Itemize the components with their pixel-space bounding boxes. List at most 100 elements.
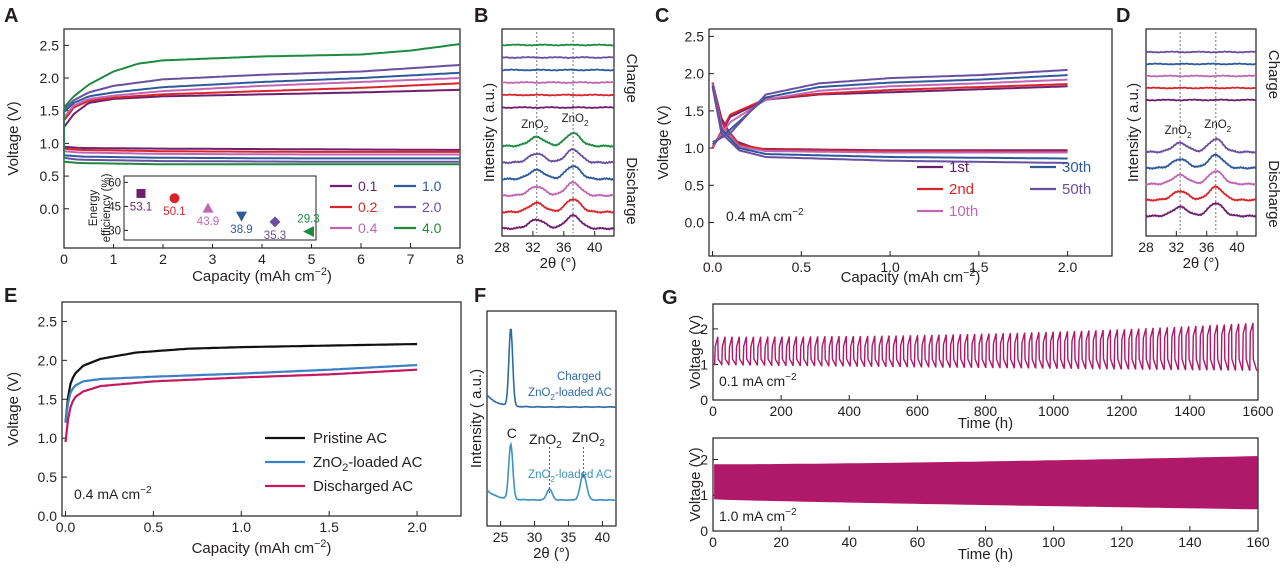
panel-label-a: A	[4, 5, 18, 27]
x-tick-label: 0.0	[56, 519, 76, 535]
x-tick-label: 1.0	[232, 519, 252, 535]
x-tick-label: 1400	[1174, 403, 1205, 419]
panel-g-bottom: 0 20 40 60 80 100 120 140 160 0 1 2 Time (h) Voltage …	[687, 437, 1270, 563]
x-tick-label: 0	[709, 403, 717, 419]
discharge-curve-2.0	[63, 156, 460, 163]
charge-trace	[1145, 50, 1257, 54]
discharge-trace	[1145, 137, 1257, 154]
discharge-curve-50th	[711, 86, 1068, 164]
y-axis-label: Voltage (V)	[687, 447, 704, 521]
inset-y-tick-label: 45	[108, 201, 121, 213]
side-label-charge: Charge	[623, 54, 640, 103]
x-tick-label: 40	[587, 239, 603, 255]
y-tick-label: 1.5	[685, 103, 705, 119]
x-tick-label: 28	[494, 239, 510, 255]
y-tick-label: 0.0	[40, 201, 60, 217]
x-tick-label: 1.5	[969, 259, 989, 275]
x-tick-label: 400	[838, 403, 862, 419]
inset-y-label: Energy	[88, 190, 100, 227]
y-axis-label: Intensity ( a.u.)	[481, 83, 498, 182]
series-label-zno2-loaded: ZnO2​-loaded AC	[528, 469, 612, 484]
inset-marker-diamond	[269, 216, 281, 228]
legend-label-4.0: 4.0	[422, 220, 442, 236]
panel-b: 28 32 36 40 2θ (°) Intensity ( a.u.) ZnO2​ ZnO2…	[481, 28, 640, 272]
x-axis-label: 2θ (°)	[533, 545, 570, 562]
discharge-trace	[1145, 169, 1256, 186]
x-axis-label: 2θ (°)	[1183, 255, 1220, 272]
x-tick-label: 40	[841, 534, 857, 550]
x-tick-label: 32	[525, 239, 541, 255]
x-tick-label: 40	[1229, 239, 1245, 255]
x-tick-label: 140	[1178, 534, 1202, 550]
x-axis-label: Time (h)	[958, 415, 1013, 432]
x-tick-label: 32	[1169, 239, 1185, 255]
y-axis-label: Intensity ( a.u.)	[1125, 83, 1142, 182]
peak-label: ZnO2​	[1165, 125, 1192, 140]
x-tick-label: 8	[456, 251, 464, 267]
x-tick-label: 80	[978, 534, 994, 550]
x-axis-label: Capacity (mAh cm−2​)	[841, 267, 981, 286]
inset-background	[88, 172, 320, 244]
legend-label-0.1: 0.1	[358, 178, 378, 194]
charge-curve-0.1	[63, 88, 461, 128]
y-tick-label: 2	[700, 321, 708, 337]
discharge-trace	[1145, 185, 1257, 202]
plot-frame	[61, 301, 462, 517]
charge-curve-50th	[712, 68, 1068, 143]
x-tick-label: 0.5	[792, 259, 812, 275]
x-tick-label: 2.0	[407, 519, 427, 535]
plot-frame	[486, 310, 617, 527]
discharge-trace	[501, 213, 615, 231]
x-tick-label: 5	[308, 251, 316, 267]
rate-annotation: 0.4 mA cm−2​	[726, 207, 804, 224]
inset-value-label: 38.9	[230, 224, 252, 236]
x-tick-label: 0.0	[703, 259, 723, 275]
y-axis-label: Voltage (V)	[5, 372, 22, 446]
x-tick-label: 0.5	[144, 519, 164, 535]
plot-frame	[501, 28, 615, 237]
inset-value-label: 29.3	[297, 214, 319, 226]
x-tick-label: 1600	[1242, 403, 1273, 419]
discharge-trace	[501, 148, 615, 165]
legend-label-0.4: 0.4	[358, 220, 378, 236]
legend-label-30th: 30th	[1062, 159, 1091, 176]
panel-label-g: G	[662, 287, 678, 309]
x-tick-label: 1000	[1038, 403, 1069, 419]
y-tick-label: 2.5	[38, 313, 58, 329]
peak-label-zno2: ZnO2​	[572, 429, 605, 449]
y-tick-label: 1.0	[685, 140, 705, 156]
legend-label: Discharged AC	[313, 478, 413, 495]
inset-marker-square	[136, 188, 146, 198]
x-axis-label: Capacity (mAh cm−2​)	[192, 266, 332, 285]
y-tick-label: 1	[700, 487, 708, 503]
x-tick-label: 1	[110, 251, 118, 267]
discharge-trace	[1145, 153, 1257, 171]
curve-ZnO2-loaded AC	[64, 363, 418, 423]
y-tick-label: 2.5	[40, 37, 60, 53]
y-tick-label: 2.0	[40, 70, 60, 86]
x-tick-label: 6	[357, 251, 365, 267]
panel-label-e: E	[4, 285, 17, 307]
legend-label-0.2: 0.2	[358, 199, 378, 215]
discharge-trace	[1145, 201, 1257, 219]
curve-Pristine AC	[64, 342, 418, 423]
x-tick-label: 25	[493, 529, 509, 545]
x-tick-label: 200	[769, 403, 793, 419]
x-tick-label: 2	[159, 251, 167, 267]
x-tick-label: 35	[561, 529, 577, 545]
y-axis-label: Voltage (V)	[5, 101, 22, 175]
y-tick-label: 2.5	[685, 28, 705, 44]
y-tick-label: 1.5	[38, 391, 58, 407]
x-tick-label: 0	[60, 251, 68, 267]
panel-c: 0.0 0.5 1.0 1.5 2.0 0.0 0.5 1.0 1.5 2.0 2.5 Capacit…	[655, 28, 1113, 286]
panel-d: 28 32 36 40 2θ (°) Intensity ( a.u.) ZnO2​ ZnO2…	[1125, 28, 1280, 272]
y-tick-label: 0.5	[685, 177, 705, 193]
peak-label: ZnO2​	[1204, 119, 1231, 134]
series-label-charged: ZnO2​-loaded AC	[528, 387, 612, 402]
legend-label: Pristine AC	[313, 430, 387, 447]
x-tick-label: 36	[1199, 239, 1215, 255]
x-tick-label: 20	[773, 534, 789, 550]
plot-frame	[1145, 28, 1257, 237]
peak-label: ZnO2​	[562, 113, 589, 128]
